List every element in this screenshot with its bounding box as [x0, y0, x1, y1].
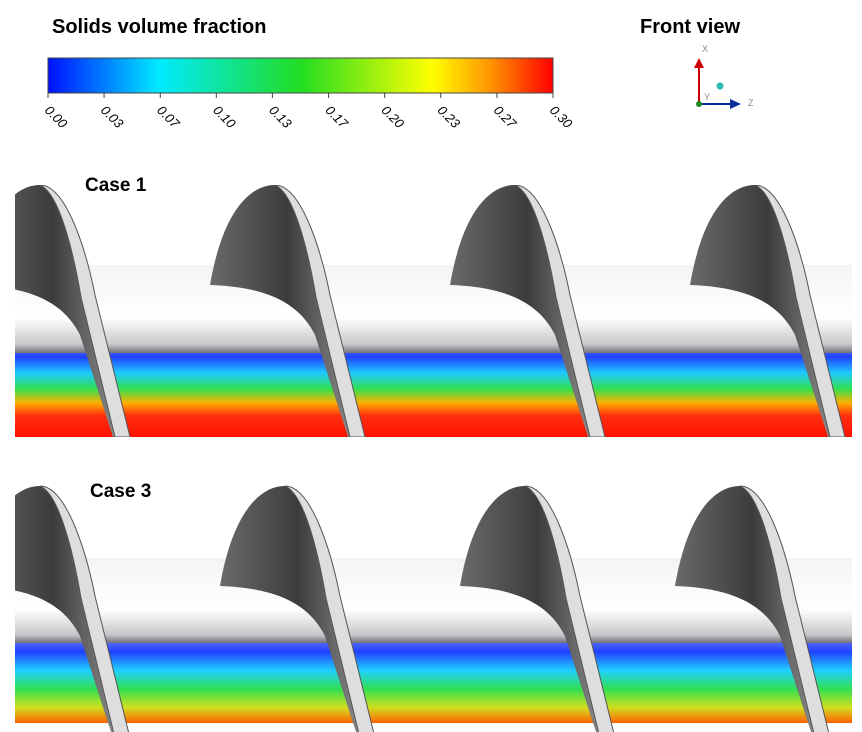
y-axis-dot: [696, 101, 702, 107]
panel-label: Case 1: [85, 175, 147, 196]
colorbar-tick-label: 0.17: [322, 103, 351, 132]
axis-label: X: [702, 44, 708, 54]
x-arrow-head: [694, 58, 704, 68]
colorbar-title: Solids volume fraction: [52, 16, 266, 38]
colorbar-ticks: 0.00 0.03 0.07 0.10 0.13 0.17 0.20 0.23 0.27 0.30: [42, 93, 576, 132]
z-arrow-head: [730, 99, 741, 109]
colorbar-tick-label: 0.00: [42, 103, 71, 132]
view-title: Front view: [640, 16, 740, 38]
colorbar-tick-label: 0.03: [98, 103, 127, 132]
colorbar-tick-label: 0.20: [379, 103, 408, 132]
colorbar-tick-label: 0.10: [210, 103, 239, 132]
view-sphere: [716, 82, 724, 90]
colorbar-tick-label: 0.30: [547, 103, 576, 132]
colorbar-tick-label: 0.07: [154, 103, 183, 132]
axes-triad: X Y Z: [694, 44, 754, 109]
axis-label: Z: [748, 98, 754, 108]
axis-label: Y: [704, 92, 710, 102]
colorbar-tick-label: 0.27: [491, 103, 520, 132]
panel: Case 3: [15, 481, 852, 732]
colorbar: [47, 57, 554, 94]
panel: Case 1: [15, 175, 852, 437]
colorbar-tick-label: 0.23: [435, 103, 464, 132]
colorbar-tick-label: 0.13: [266, 103, 295, 132]
panel-label: Case 3: [90, 481, 151, 502]
